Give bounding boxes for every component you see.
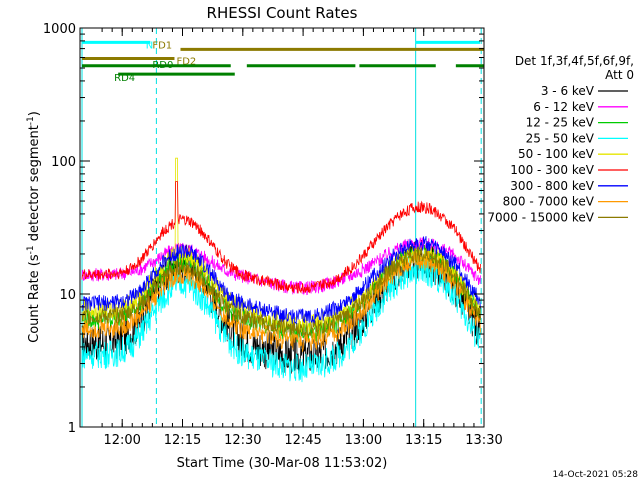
legend-entry-label: 6 - 12 keV — [533, 100, 595, 114]
series-line — [81, 257, 481, 383]
flag-label-n: N — [146, 40, 153, 51]
footer-date: 14-Oct-2021 05:28 — [553, 470, 639, 480]
x-tick-label: 12:15 — [164, 433, 201, 448]
flag-label-fd2: FD2 — [176, 56, 196, 67]
series-line — [81, 181, 481, 294]
chart-title: RHESSI Count Rates — [207, 4, 358, 22]
legend-entry-label: 300 - 800 keV — [510, 179, 594, 193]
series-line — [81, 246, 481, 338]
axes: 12:00 12:15 12:30 12:45 13:00 13:15 13:30 1 10 10… — [43, 22, 503, 448]
x-tick-label: 12:00 — [103, 433, 140, 448]
x-tick-label: 13:30 — [465, 433, 502, 448]
y-axis-label: Count Rate (s-1 detector segment-1) — [26, 111, 42, 343]
x-axis-label: Start Time (30-Mar-08 11:53:02) — [177, 456, 388, 471]
x-tick-label: 13:15 — [405, 433, 442, 448]
legend-header-attenuator: Att 0 — [605, 68, 634, 82]
y-tick-label: 1 — [68, 421, 76, 436]
x-tick-label: 13:00 — [345, 433, 382, 448]
legend-entry-label: 12 - 25 keV — [526, 116, 595, 130]
x-tick-label: 12:45 — [284, 433, 321, 448]
legend-entry-label: 7000 - 15000 keV — [487, 210, 594, 224]
y-tick-label: 1000 — [43, 22, 76, 37]
flag-label-rd4: RD4 — [114, 73, 135, 84]
legend-header-detectors: Det 1f,3f,4f,5f,6f,9f, — [515, 54, 634, 68]
plot-frame — [79, 27, 485, 428]
legend-entry-label: 50 - 100 keV — [518, 147, 595, 161]
legend-entry-label: 25 - 50 keV — [526, 131, 595, 145]
legend-entry-label: 800 - 7000 keV — [503, 195, 595, 209]
series-line — [81, 236, 481, 325]
series-lines — [81, 157, 481, 383]
flag-label-fd1: FD1 — [152, 40, 172, 51]
x-tick-label: 12:30 — [224, 433, 261, 448]
legend-entry-label: 100 - 300 keV — [510, 163, 594, 177]
legend: Det 1f,3f,4f,5f,6f,9f, Att 0 3 - 6 keV 6 … — [487, 54, 634, 224]
series-line — [81, 249, 481, 352]
y-tick-label: 100 — [51, 155, 76, 170]
flag-label-rd0: RD0 — [152, 60, 173, 71]
y-tick-label: 10 — [59, 288, 76, 303]
legend-entry-label: 3 - 6 keV — [541, 84, 595, 98]
marker-lines — [81, 28, 482, 427]
